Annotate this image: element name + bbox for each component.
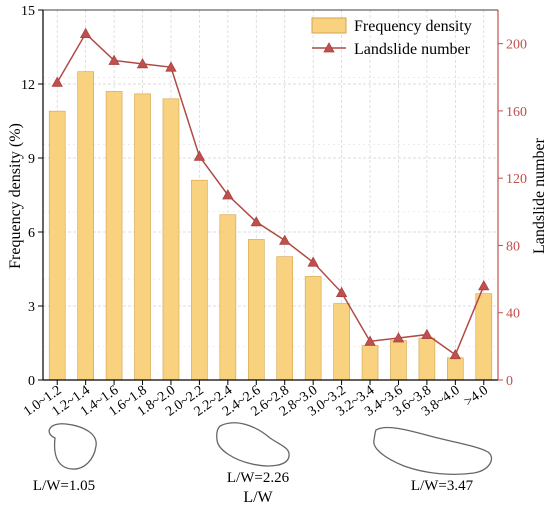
point-2.8~3.0 xyxy=(307,256,319,267)
axes-group xyxy=(42,9,499,381)
point-1.6~1.8 xyxy=(136,57,149,69)
point-2.2~2.4 xyxy=(222,189,234,200)
bar-2.6~2.8 xyxy=(276,256,294,381)
point-3.2~3.4 xyxy=(364,335,376,346)
right-tick-label: 200 xyxy=(506,38,527,53)
legend: Frequency density Landslide number xyxy=(311,17,472,58)
shape-label-1: L/W=1.05 xyxy=(33,478,95,494)
legend-label-frequency-density: Frequency density xyxy=(354,18,472,35)
bar-2.0~2.2 xyxy=(191,179,208,381)
x-axis-title: L/W xyxy=(243,489,273,506)
shape-outline-3 xyxy=(373,426,493,475)
bar-1.8~2.0 xyxy=(162,98,180,381)
point-2.4~2.6 xyxy=(250,216,262,227)
bar-3.0~3.2 xyxy=(333,303,350,381)
bar-2.2~2.4 xyxy=(219,214,237,381)
x-tick-label: >4.0 xyxy=(462,383,491,410)
right-tick-label: 0 xyxy=(506,374,513,389)
bar-1.6~1.8 xyxy=(134,93,151,381)
left-tick-label: 15 xyxy=(21,4,35,19)
bar-3.4~3.6 xyxy=(390,340,407,381)
point-1.2~1.4 xyxy=(79,27,92,38)
bar-1.4~1.6 xyxy=(105,91,123,381)
bar-3.2~3.4 xyxy=(361,345,379,381)
right-ticks: 0 40 80 120 160 200 xyxy=(498,38,527,389)
point-3.8~4.0 xyxy=(449,348,462,360)
shape-label-3: L/W=3.47 xyxy=(411,478,474,494)
point-2.0~2.2 xyxy=(193,150,206,161)
shape-label-2: L/W=2.26 xyxy=(227,470,290,486)
bar-1.2~1.4 xyxy=(77,71,94,381)
point-3.6~3.8 xyxy=(421,328,433,339)
landslide-number-line xyxy=(56,32,485,356)
bar-1.0~1.2 xyxy=(48,110,66,381)
point->4.0 xyxy=(478,279,490,291)
bar->4.0 xyxy=(475,293,493,381)
left-axis-title: Frequency density (%) xyxy=(7,123,24,269)
left-tick-label: 12 xyxy=(21,78,35,93)
left-tick-label: 6 xyxy=(28,226,35,241)
shape-outline-1 xyxy=(48,423,97,470)
left-tick-label: 3 xyxy=(28,300,35,315)
right-axis-title: Landslide number xyxy=(531,137,548,254)
bar-3.8~4.0 xyxy=(447,357,464,381)
left-ticks: 0 3 6 9 12 15 xyxy=(21,4,43,389)
left-tick-label: 9 xyxy=(28,152,35,167)
bar-2.8~3.0 xyxy=(304,276,322,381)
right-tick-label: 40 xyxy=(506,307,520,322)
x-ticks: 1.0~1.21.2~1.41.4~1.61.6~1.81.8~2.02.0~2… xyxy=(21,380,491,420)
right-tick-label: 120 xyxy=(506,172,527,187)
point-3.0~3.2 xyxy=(335,286,348,297)
shape-outline-2 xyxy=(216,422,290,467)
legend-swatch-frequency-density xyxy=(311,17,347,34)
point-1.8~2.0 xyxy=(165,61,177,72)
right-tick-label: 80 xyxy=(506,239,520,254)
bar-2.4~2.6 xyxy=(247,239,265,381)
point-2.6~2.8 xyxy=(279,234,291,245)
bar-3.6~3.8 xyxy=(418,337,436,381)
legend-marker-landslide-number xyxy=(323,42,335,53)
point-1.0~1.2 xyxy=(51,76,63,87)
left-tick-label: 0 xyxy=(28,374,35,389)
bars-group xyxy=(48,71,493,381)
shape-outlines xyxy=(48,422,493,475)
point-1.4~1.6 xyxy=(108,54,120,65)
right-tick-label: 160 xyxy=(506,105,527,120)
point-3.4~3.6 xyxy=(392,332,405,343)
line-series-group xyxy=(51,27,490,360)
legend-label-landslide-number: Landslide number xyxy=(354,41,471,58)
